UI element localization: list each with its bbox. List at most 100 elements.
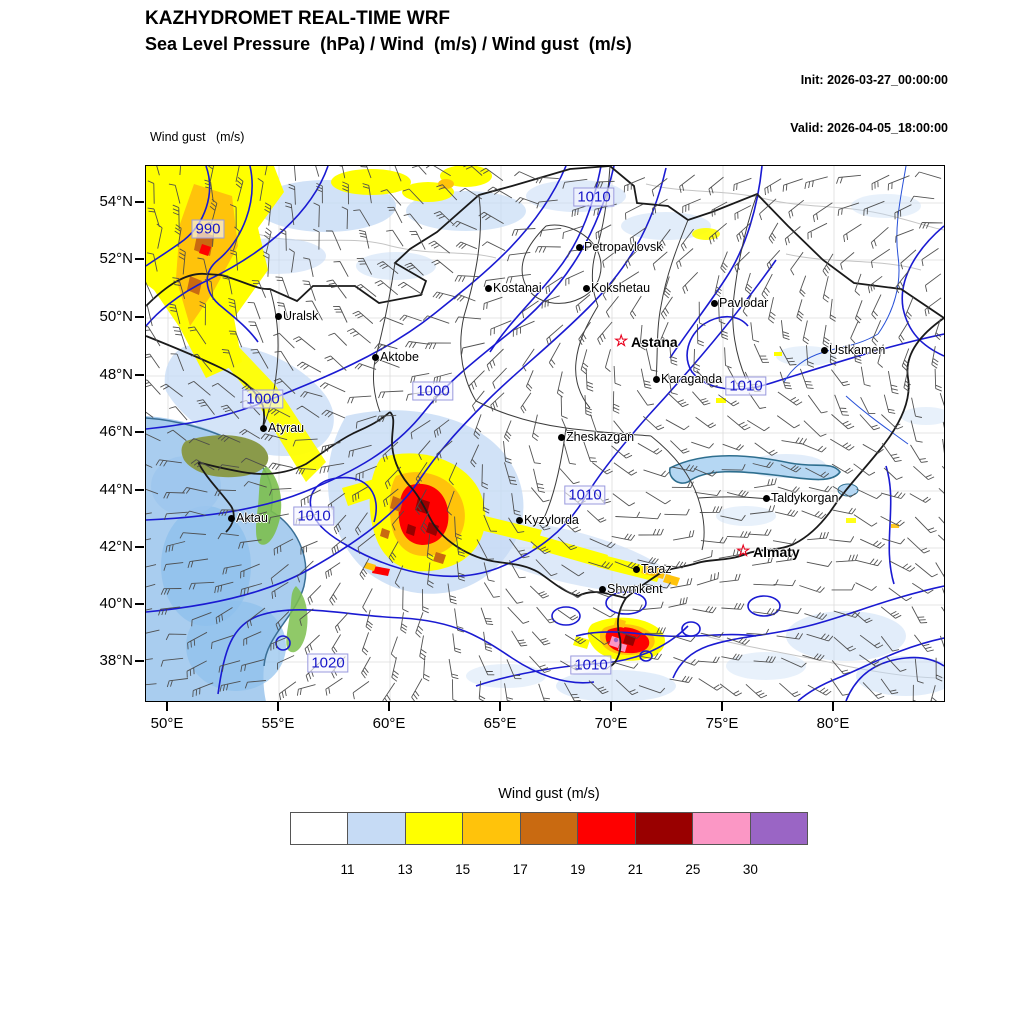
star-icon: ☆ [736,543,751,560]
city-dot-icon [576,244,583,251]
city-label: Kyzylorda [524,513,579,527]
lat-tick-label: 54°N [99,193,133,210]
isobar-label-1010: 1010 [573,187,615,207]
colorbar-cell [520,813,579,844]
country-borders [146,166,944,667]
lon-tick-label: 55°E [261,715,295,732]
lon-tick-label: 65°E [483,715,517,732]
isobar-label-1000: 1000 [242,389,284,409]
lon-tick-mark [388,702,390,711]
legend-line-windgust: Wind gust (m/s) [150,130,245,144]
city-label: Kostanai [493,281,542,295]
city-label: Petropavlovsk [584,240,663,254]
lat-tick-label: 52°N [99,250,133,267]
wind-barbs [146,166,944,701]
lat-tick-label: 38°N [99,652,133,669]
colorbar-tick-label: 19 [570,862,586,877]
oblast-borders [262,166,787,551]
map-plot-area: 990 1010 1000 1000 1010 1010 1010 1020 1010 Petr… [145,165,945,702]
isobar-label-1000: 1000 [412,381,454,401]
lat-tick-mark [135,660,144,662]
lat-tick-mark [135,431,144,433]
colorbar-cell [750,813,807,844]
colorbar-cell [463,813,521,844]
isobar-label-1010: 1010 [725,376,767,396]
city-label: Taldykorgan [771,491,839,505]
city-dot-icon [275,313,282,320]
city-label: Atyrau [268,421,305,435]
isobar-label-990: 990 [191,219,225,239]
city-dot-icon [228,515,235,522]
lat-tick-mark [135,603,144,605]
lon-tick-mark [277,702,279,711]
colorbar-cell [635,813,694,844]
lat-tick-label: 42°N [99,538,133,555]
isobar-label-1010: 1010 [570,655,612,675]
lon-tick-label: 50°E [150,715,184,732]
city-dot-icon [821,347,828,354]
city-dot-icon [653,376,660,383]
city-dot-icon [711,300,718,307]
city-dot-icon [633,566,640,573]
city-label: Zheskazgan [566,430,635,444]
colorbar [290,812,808,845]
city-dot-icon [763,495,770,502]
isobar-label-1010: 1010 [293,506,335,526]
lat-tick-mark [135,489,144,491]
isobar-label-1010: 1010 [564,485,606,505]
lon-tick-label: 80°E [816,715,850,732]
city-dot-icon [599,586,606,593]
lon-tick-mark [166,702,168,711]
city-label: Pavlodar [719,296,769,310]
colorbar-cell [578,813,636,844]
lat-tick-label: 40°N [99,595,133,612]
colorbar-tick-label: 17 [512,862,528,877]
star-icon: ☆ [614,333,629,350]
colorbar-cell [291,813,349,844]
colorbar-tick-label: 13 [397,862,413,877]
city-dot-icon [372,354,379,361]
init-time: Init: 2026-03-27_00:00:00 [800,73,948,87]
city-dot-icon [516,517,523,524]
isobar-label-1020: 1020 [307,653,349,673]
colorbar-tick-label: 11 [340,862,355,877]
city-label: Uralsk [283,309,319,323]
city-dot-icon [558,434,565,441]
valid-time: Valid: 2026-04-05_18:00:00 [790,121,948,135]
model-run-info: Init: 2026-03-27_00:00:00 Valid: 2026-04… [790,40,948,168]
lat-tick-label: 46°N [99,423,133,440]
lat-tick-mark [135,258,144,260]
lon-tick-mark [721,702,723,711]
city-label: Ustkamen [829,343,886,357]
colorbar-tick-label: 30 [742,862,758,877]
city-dot-icon [485,285,492,292]
colorbar-cell [693,813,751,844]
colorbar-title: Wind gust (m/s) [498,786,600,802]
lon-tick-label: 70°E [594,715,628,732]
page-subtitle: Sea Level Pressure (hPa) / Wind (m/s) / … [145,34,632,54]
lon-tick-mark [610,702,612,711]
colorbar-tick-label: 21 [627,862,643,877]
colorbar-cell [405,813,464,844]
lon-tick-label: 60°E [372,715,406,732]
city-dot-icon [260,425,267,432]
city-label: Astana [631,334,678,350]
lat-tick-label: 48°N [99,366,133,383]
city-label: Shymkent [607,582,663,596]
city-label: Taraz [641,562,672,576]
colorbar-tick-label: 25 [685,862,701,877]
city-label: Karaganda [661,372,723,386]
city-label: Almaty [753,544,800,560]
city-label: Kokshetau [591,281,651,295]
city-label: Aktobe [380,350,419,364]
lon-tick-mark [832,702,834,711]
lat-tick-mark [135,201,144,203]
lon-tick-label: 75°E [705,715,739,732]
lat-tick-mark [135,546,144,548]
lat-tick-label: 44°N [99,481,133,498]
lat-tick-mark [135,316,144,318]
lat-tick-label: 50°N [99,308,133,325]
pressure-contours [146,166,944,701]
lat-tick-mark [135,374,144,376]
